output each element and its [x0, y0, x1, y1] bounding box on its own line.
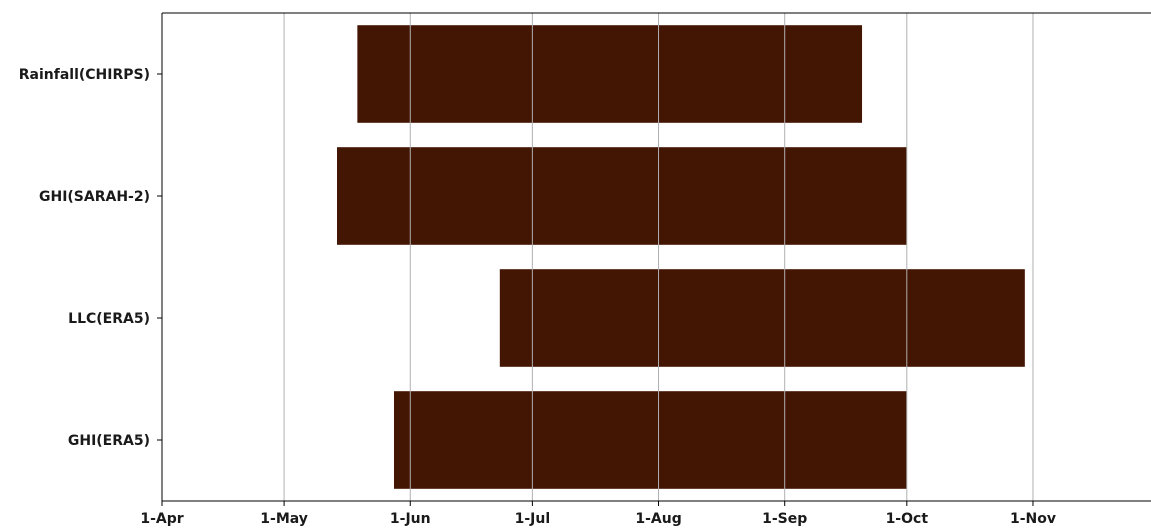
y-tick-label: LLC(ERA5)	[68, 311, 150, 327]
x-tick-label: 1-Jul	[515, 511, 551, 527]
axes	[157, 12, 1151, 506]
bar	[337, 147, 907, 245]
y-tick-labels: Rainfall(CHIRPS) GHI(SARAH-2) LLC(ERA5) GHI…	[19, 67, 150, 449]
x-tick-label: 1-Nov	[1010, 511, 1056, 527]
bars	[337, 25, 1025, 489]
bar	[357, 25, 863, 123]
x-tick-label: 1-Sep	[762, 511, 807, 527]
x-tick-label: 1-Apr	[140, 511, 183, 527]
y-tick-label: GHI(ERA5)	[68, 433, 150, 449]
y-tick-label: GHI(SARAH-2)	[39, 189, 150, 205]
bar	[393, 391, 907, 489]
y-tick-label: Rainfall(CHIRPS)	[19, 67, 150, 83]
x-tick-labels: 1-Apr 1-May 1-Jun 1-Jul 1-Aug 1-Sep 1-Oct 1-Nov	[140, 511, 1056, 527]
x-tick-label: 1-Aug	[635, 511, 681, 527]
x-gridlines	[283, 13, 1034, 501]
bar	[499, 269, 1025, 367]
x-tick-label: 1-Oct	[886, 511, 929, 527]
x-tick-label: 1-Jun	[390, 511, 431, 527]
x-tick-label: 1-May	[260, 511, 308, 527]
